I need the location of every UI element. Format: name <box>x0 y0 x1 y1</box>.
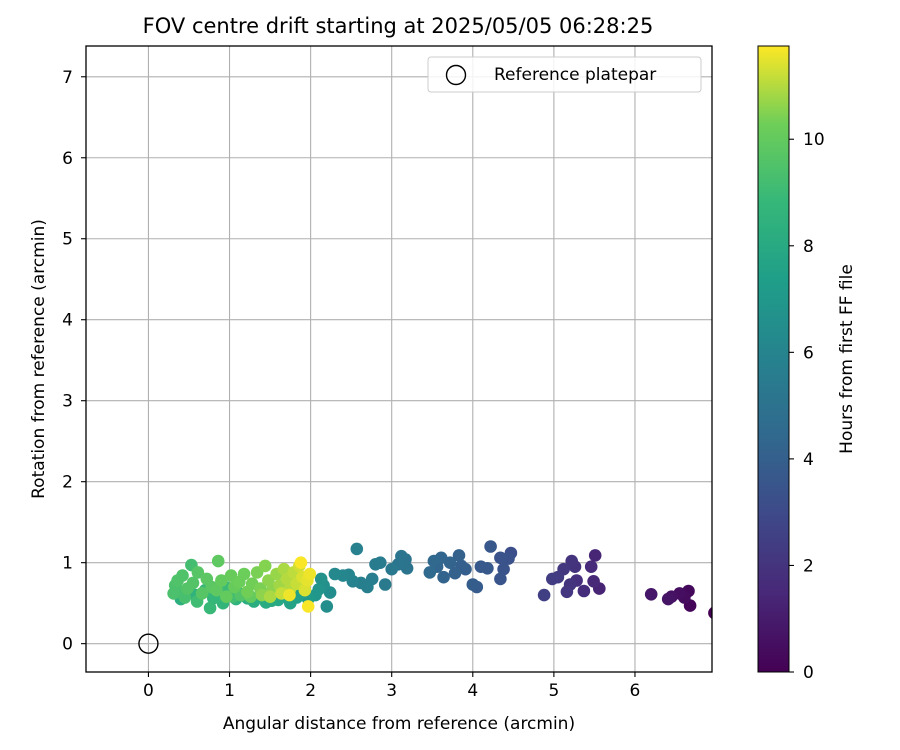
chart-title: FOV centre drift starting at 2025/05/05 … <box>143 14 654 38</box>
legend-marker-reference <box>445 64 467 86</box>
x-tick-label: 3 <box>386 681 397 701</box>
colorbar-tick-label: 2 <box>803 556 814 576</box>
plot-frame <box>85 45 713 673</box>
data-point <box>314 572 328 586</box>
data-point <box>494 551 507 565</box>
data-point <box>303 567 317 581</box>
data-point <box>350 542 364 556</box>
data-point <box>577 584 591 598</box>
data-point <box>258 559 272 573</box>
colorbar-gradient <box>757 45 790 673</box>
y-tick-label: 3 <box>62 392 73 412</box>
y-tick-label: 5 <box>62 230 73 250</box>
y-axis-ticks: 0 1 2 3 4 5 6 7 <box>62 68 86 655</box>
data-point <box>210 583 223 597</box>
data-point <box>497 562 510 576</box>
data-point <box>587 575 600 588</box>
data-point <box>588 549 602 562</box>
reference-platepar-marker <box>138 633 159 654</box>
data-point <box>448 566 462 580</box>
data-point <box>237 567 251 581</box>
y-axis-label: Rotation from reference (arcmin) <box>29 219 49 499</box>
data-point <box>277 562 291 576</box>
data-point <box>298 583 312 597</box>
data-point <box>661 592 675 606</box>
data-point <box>484 540 497 553</box>
data-point <box>494 572 507 586</box>
data-point <box>328 567 342 581</box>
data-point <box>283 588 296 602</box>
data-point <box>167 587 180 600</box>
data-point <box>427 554 441 568</box>
y-tick-label: 6 <box>62 149 73 169</box>
data-point <box>195 587 209 600</box>
x-axis-label: Angular distance from reference (arcmin) <box>223 714 575 734</box>
data-point <box>466 578 480 591</box>
y-tick-label: 7 <box>62 68 73 88</box>
data-point <box>191 566 205 579</box>
data-point <box>584 560 598 573</box>
colorbar-tick-label: 4 <box>803 450 814 470</box>
y-tick-label: 0 <box>62 635 73 655</box>
legend-label-reference: Reference platepar <box>494 65 656 85</box>
data-point <box>369 558 382 571</box>
colorbar-tick-label: 10 <box>803 130 825 150</box>
x-tick-label: 1 <box>224 681 235 701</box>
colorbar-tick-label: 0 <box>803 663 814 683</box>
x-tick-label: 0 <box>143 681 154 701</box>
data-point <box>211 554 225 568</box>
data-point <box>546 572 559 586</box>
colorbar-label: Hours from first FF file <box>837 264 857 454</box>
data-point <box>565 554 578 568</box>
legend: Reference platepar <box>427 56 702 93</box>
reference-marker-group <box>138 633 159 654</box>
data-point <box>215 574 228 587</box>
data-point <box>452 549 466 562</box>
x-axis-ticks: 0 1 2 3 4 5 6 <box>143 672 640 701</box>
data-point <box>378 578 392 591</box>
y-tick-label: 2 <box>62 473 73 493</box>
legend-box <box>427 56 702 93</box>
colorbar-ticks: 0 2 4 6 8 10 <box>789 130 825 683</box>
colorbar-tick-label: 6 <box>803 343 814 363</box>
data-point <box>537 588 551 602</box>
data-point <box>203 601 217 615</box>
data-point <box>423 566 437 579</box>
points-layer <box>167 540 712 619</box>
y-tick-label: 1 <box>62 554 73 574</box>
x-tick-label: 2 <box>305 681 316 701</box>
colorbar-tick-label: 8 <box>803 237 814 257</box>
data-point <box>437 570 450 584</box>
data-point <box>385 562 399 576</box>
x-tick-label: 5 <box>548 681 559 701</box>
grid-lines <box>86 46 712 672</box>
data-point <box>176 569 189 582</box>
y-tick-label: 4 <box>62 311 73 331</box>
data-point <box>186 576 200 590</box>
data-points <box>167 540 712 619</box>
data-point <box>474 560 488 573</box>
data-point <box>294 556 308 569</box>
data-point <box>220 590 233 603</box>
colorbar: 0 2 4 6 8 10 Hours from first FF file <box>757 45 857 683</box>
data-point <box>263 590 277 603</box>
x-tick-label: 4 <box>467 681 478 701</box>
data-point <box>644 588 658 601</box>
data-point <box>708 607 712 619</box>
data-point <box>301 600 315 613</box>
data-point <box>560 585 574 599</box>
x-tick-label: 6 <box>630 681 641 701</box>
data-point <box>320 600 334 613</box>
